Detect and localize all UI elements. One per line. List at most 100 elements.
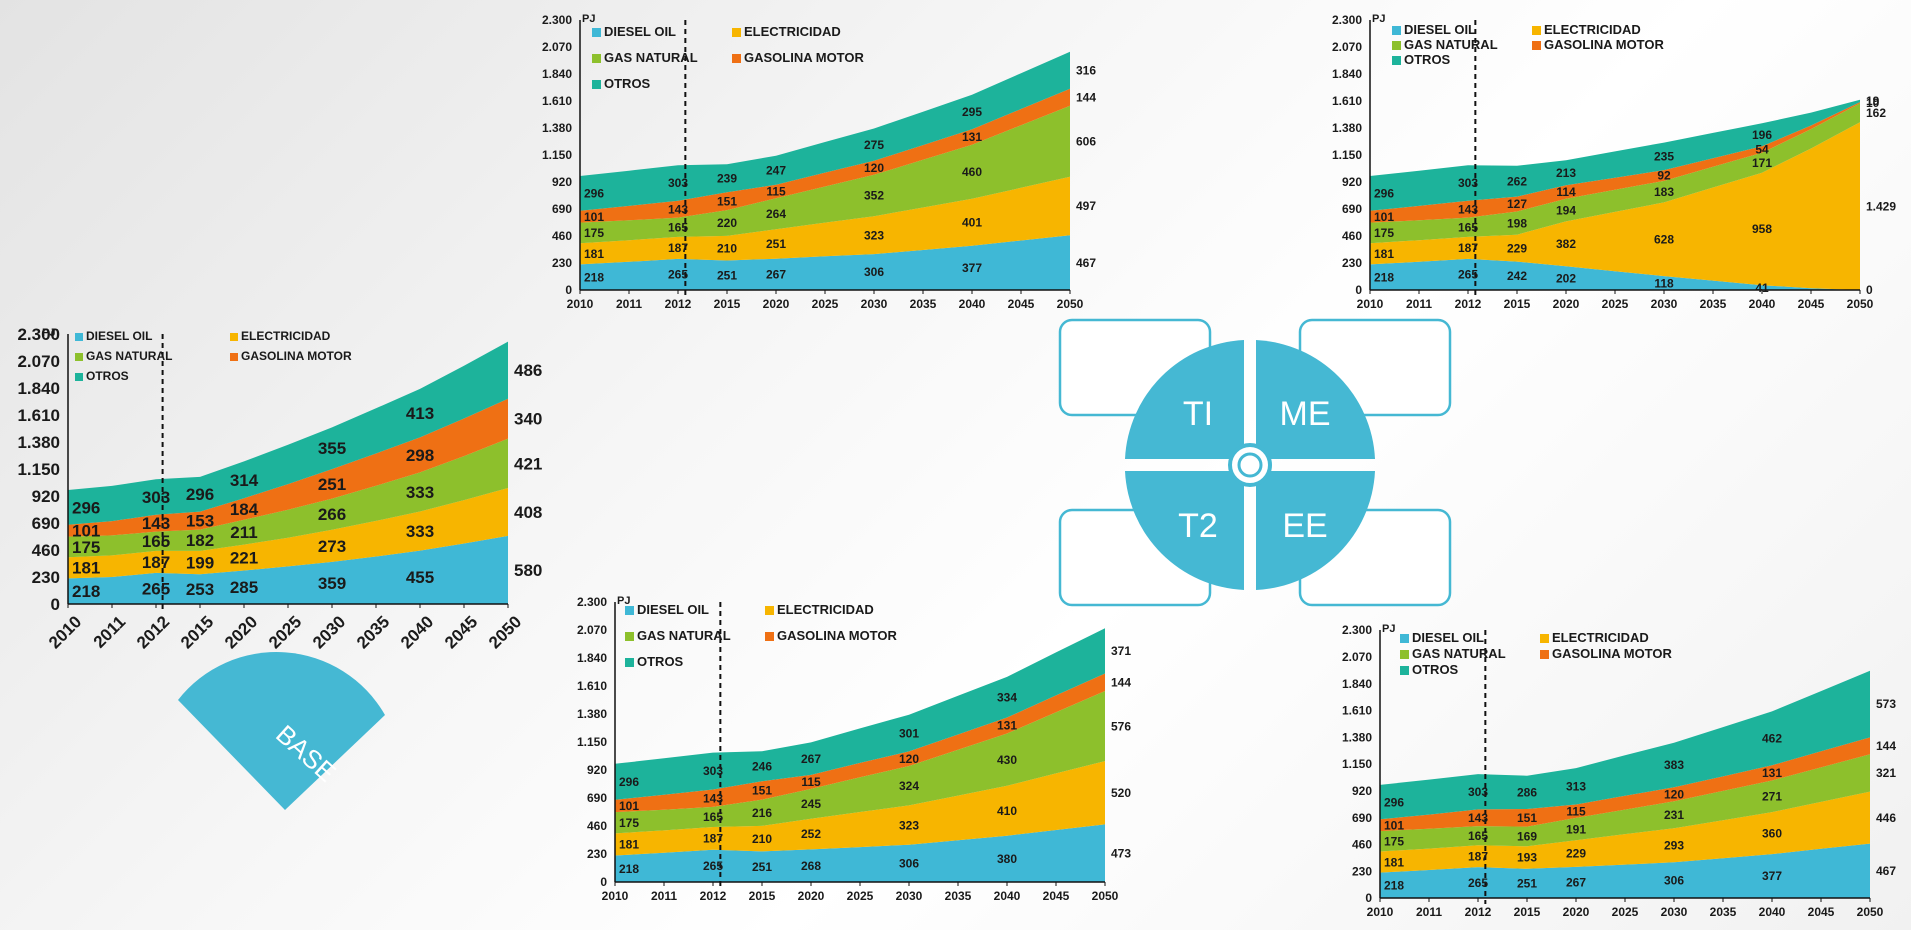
scenario-quadrant xyxy=(1125,471,1244,590)
data-label: 193 xyxy=(1517,851,1537,865)
y-tick-label: 1.380 xyxy=(1342,730,1372,744)
legend-label: ELECTRICIDAD xyxy=(1552,630,1649,645)
data-label: 303 xyxy=(142,488,170,507)
data-label: 323 xyxy=(899,818,919,832)
data-label: 306 xyxy=(899,857,919,871)
data-label: 303 xyxy=(1458,176,1478,190)
area-gasolina-motor xyxy=(580,88,1070,223)
legend-swatch xyxy=(592,54,601,63)
data-label: 235 xyxy=(1654,150,1674,164)
data-label: 229 xyxy=(1566,847,1586,861)
y-tick-label: 1.840 xyxy=(542,67,572,81)
data-label: 958 xyxy=(1752,222,1772,236)
area-electricidad xyxy=(1370,122,1860,290)
data-label: 497 xyxy=(1076,199,1096,213)
data-label: 264 xyxy=(766,207,786,221)
legend-swatch xyxy=(1532,41,1541,50)
data-label: 306 xyxy=(1664,873,1684,887)
y-tick-label: 460 xyxy=(552,229,572,243)
legend-swatch xyxy=(1400,634,1409,643)
base-scenario-tag: BASE xyxy=(178,652,385,810)
data-label: 218 xyxy=(1384,878,1404,892)
area-gas-natural xyxy=(1380,754,1870,852)
y-tick-label: 0 xyxy=(565,283,572,297)
data-label: 165 xyxy=(703,810,723,824)
y-tick-label: 0 xyxy=(600,875,607,889)
data-label: 184 xyxy=(230,500,259,519)
data-label: 194 xyxy=(1556,203,1576,217)
data-label: 275 xyxy=(864,138,884,152)
x-tick-label: 2010 xyxy=(1357,297,1384,311)
area-diesel-oil xyxy=(68,535,508,604)
legend-label: ELECTRICIDAD xyxy=(777,602,874,617)
legend-label: GASOLINA MOTOR xyxy=(241,349,352,363)
data-label: 165 xyxy=(1458,220,1478,234)
legend-swatch xyxy=(592,80,601,89)
data-label: 298 xyxy=(406,446,434,465)
data-label: 333 xyxy=(406,522,434,541)
y-tick-label: 2.070 xyxy=(17,352,60,371)
data-label: 0 xyxy=(1866,283,1873,297)
x-tick-label: 2050 xyxy=(1057,297,1084,311)
data-label: 239 xyxy=(717,172,737,186)
y-tick-label: 920 xyxy=(552,175,572,189)
legend-label: GASOLINA MOTOR xyxy=(777,628,898,643)
y-tick-label: 2.300 xyxy=(1342,623,1372,637)
y-tick-label: 1.150 xyxy=(1332,148,1362,162)
chart-base-scenario: 0 230 460 690 920 1.150 1.380 1.610 1.840 2.070 2.… xyxy=(17,325,542,810)
data-label: 144 xyxy=(1076,90,1096,104)
data-label: 181 xyxy=(72,559,100,578)
x-tick-label: 2012 xyxy=(665,297,692,311)
data-label: 371 xyxy=(1111,644,1131,658)
y-tick-label: 690 xyxy=(1352,811,1372,825)
data-label: 410 xyxy=(997,804,1017,818)
x-tick-label: 2025 xyxy=(265,612,305,652)
legend-swatch xyxy=(75,353,83,361)
chart-ee-scenario: 0 230 460 690 920 1.150 1.380 1.610 1.840 2.070 2.… xyxy=(1342,623,1896,919)
y-tick-label: 460 xyxy=(1342,229,1362,243)
data-label: 181 xyxy=(584,247,604,261)
data-label: 285 xyxy=(230,578,258,597)
data-label: 144 xyxy=(1111,675,1131,689)
data-label: 301 xyxy=(899,726,919,740)
y-tick-label: 460 xyxy=(1352,838,1372,852)
y-tick-label: 920 xyxy=(32,487,60,506)
data-label: 162 xyxy=(1866,106,1886,120)
x-tick-label: 2030 xyxy=(861,297,888,311)
area-diesel-oil xyxy=(615,824,1105,882)
y-tick-label: 2.070 xyxy=(1332,40,1362,54)
chart-me-scenario: 02304606909201.1501.3801.6101.8402.0702.… xyxy=(1332,13,1896,311)
data-label: 175 xyxy=(1384,835,1404,849)
legend-swatch xyxy=(1532,26,1541,35)
data-label: 242 xyxy=(1507,269,1527,283)
x-tick-label: 2025 xyxy=(812,297,839,311)
y-tick-label: 1.150 xyxy=(1342,757,1372,771)
x-tick-label: 2011 xyxy=(651,889,677,903)
data-label: 303 xyxy=(1468,785,1488,799)
x-tick-label: 2015 xyxy=(1504,297,1531,311)
x-tick-label: 2045 xyxy=(1798,297,1825,311)
data-label: 181 xyxy=(1384,855,1404,869)
y-tick-label: 920 xyxy=(587,763,607,777)
data-label: 324 xyxy=(899,779,919,793)
legend-swatch xyxy=(1392,56,1401,65)
data-label: 115 xyxy=(1566,804,1586,818)
legend-swatch xyxy=(765,632,774,641)
x-tick-label: 2030 xyxy=(896,889,923,903)
y-tick-label: 1.610 xyxy=(17,406,60,425)
legend-swatch xyxy=(75,373,83,381)
legend-label: DIESEL OIL xyxy=(604,24,676,39)
data-label: 118 xyxy=(1654,276,1674,290)
data-label: 267 xyxy=(1566,876,1586,890)
data-label: 220 xyxy=(717,216,737,230)
area-electricidad xyxy=(580,176,1070,265)
data-label: 401 xyxy=(962,215,982,229)
data-label: 131 xyxy=(1762,766,1782,780)
data-label: 175 xyxy=(619,816,639,830)
data-label: 41 xyxy=(1755,281,1769,295)
legend-label: GAS NATURAL xyxy=(1404,37,1498,52)
unit-label: PJ xyxy=(1372,13,1385,25)
data-label: 265 xyxy=(1458,268,1478,282)
data-label: 380 xyxy=(997,852,1017,866)
legend-label: GAS NATURAL xyxy=(1412,646,1506,661)
